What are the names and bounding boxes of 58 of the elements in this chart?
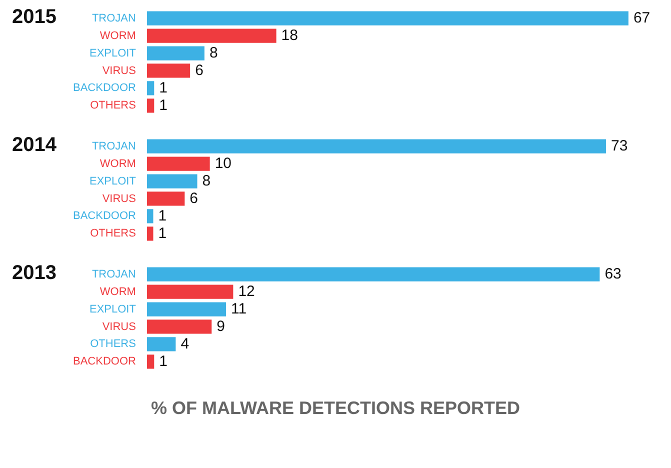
bar [146, 337, 176, 352]
y-tick-label: BACKDOOR [72, 210, 136, 222]
y-tick-label: EXPLOIT [89, 175, 136, 188]
y-tick-label: VIRUS [102, 320, 136, 333]
bar [146, 81, 154, 96]
bar [146, 156, 210, 171]
bar [146, 302, 226, 316]
y-tick-label: TROJAN [92, 12, 136, 24]
bar [146, 192, 185, 206]
data-label: 73 [610, 137, 628, 154]
y-tick-label: BACKDOOR [72, 356, 136, 368]
data-label: 1 [159, 96, 168, 114]
chart-title: 2014 [11, 133, 58, 157]
bar [146, 320, 212, 334]
bar [146, 28, 276, 43]
y-tick-label: WORM [100, 286, 136, 298]
chart-title: 2013 [11, 261, 58, 285]
bar [146, 139, 606, 154]
bar [146, 98, 154, 113]
bar [146, 64, 190, 78]
data-label: 9 [216, 318, 225, 335]
y-tick-label: WORM [100, 30, 136, 42]
bar [146, 174, 198, 188]
chart-title: 2015 [11, 5, 58, 29]
y-tick-label: TROJAN [92, 268, 136, 280]
y-tick-label: VIRUS [102, 64, 136, 77]
data-label: 10 [214, 154, 232, 172]
x-axis-title: % OF MALWARE DETECTIONS REPORTED [150, 398, 522, 419]
data-label: 8 [202, 172, 211, 190]
bar [146, 46, 204, 60]
data-label: 12 [238, 282, 255, 300]
data-label: 4 [180, 335, 190, 352]
y-tick-label: OTHERS [90, 228, 136, 240]
data-label: 6 [190, 190, 198, 207]
data-label: 18 [281, 26, 298, 44]
bar [146, 267, 600, 282]
bar [146, 284, 234, 299]
data-label: 1 [158, 224, 167, 242]
bar [146, 226, 154, 241]
data-label: 11 [231, 300, 247, 318]
data-label: 63 [604, 265, 622, 282]
y-tick-label: EXPLOIT [89, 47, 136, 60]
y-tick-label: TROJAN [92, 140, 136, 152]
y-tick-label: WORM [100, 158, 136, 170]
data-label: 1 [159, 79, 168, 96]
data-label: 6 [195, 62, 204, 79]
bar [146, 209, 154, 224]
bar [146, 354, 154, 369]
data-label: 67 [633, 9, 650, 26]
y-tick-label: OTHERS [90, 338, 136, 350]
y-tick-label: EXPLOIT [89, 303, 136, 316]
data-label: 1 [159, 352, 168, 370]
data-label: 1 [158, 207, 167, 224]
data-label: 8 [209, 44, 218, 62]
y-tick-label: OTHERS [90, 100, 136, 112]
y-tick-label: VIRUS [102, 192, 136, 205]
y-tick-label: BACKDOOR [72, 82, 136, 94]
bar [146, 11, 628, 26]
